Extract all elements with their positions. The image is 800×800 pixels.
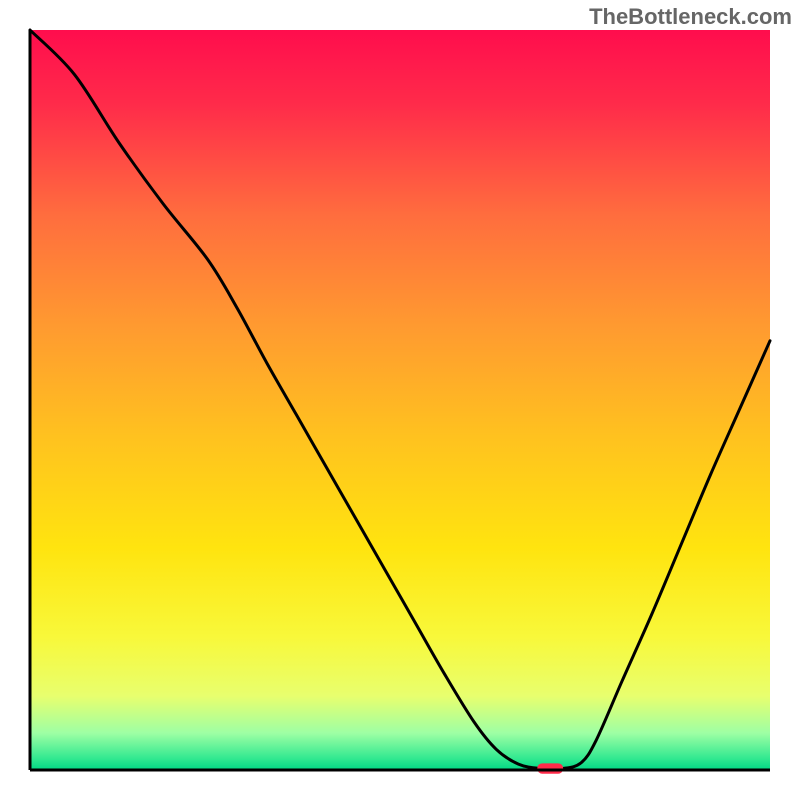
bottleneck-chart xyxy=(0,0,800,800)
watermark-label: TheBottleneck.com xyxy=(589,4,792,30)
gradient-background xyxy=(30,30,770,770)
chart-container: TheBottleneck.com xyxy=(0,0,800,800)
